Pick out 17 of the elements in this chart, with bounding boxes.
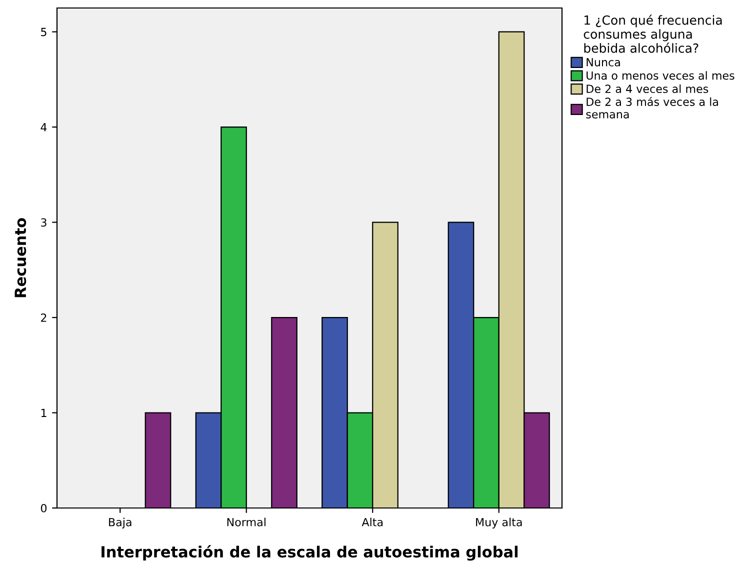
- y-tick-label: 4: [40, 123, 47, 132]
- y-tick-label: 2: [41, 314, 46, 322]
- legend-label: De 2 a 3 más veces a la semana: [586, 96, 718, 118]
- legend-label: Una o menos veces al mes: [586, 71, 734, 80]
- x-tick-label: Alta: [362, 518, 383, 526]
- y-tick-label: 5: [41, 28, 46, 36]
- y-tick-label: 0: [40, 504, 47, 512]
- y-tick-label: 3: [41, 218, 46, 227]
- y-tick-label: 1: [41, 408, 46, 417]
- x-tick-label: Muy alta: [476, 518, 522, 528]
- legend-title: 1 ¿Con qué frecuencia consumes alguna bebida alcohólica?: [584, 14, 722, 53]
- legend-label: Nunca: [586, 58, 620, 66]
- y-axis-title: Recuento: [14, 218, 26, 298]
- x-axis-title: Interpretación de la escala de autoestima global: [102, 545, 518, 561]
- x-tick-label: Baja: [109, 518, 132, 528]
- x-tick-label: Normal: [227, 518, 266, 526]
- legend-label: De 2 a 4 veces al mes: [586, 84, 708, 94]
